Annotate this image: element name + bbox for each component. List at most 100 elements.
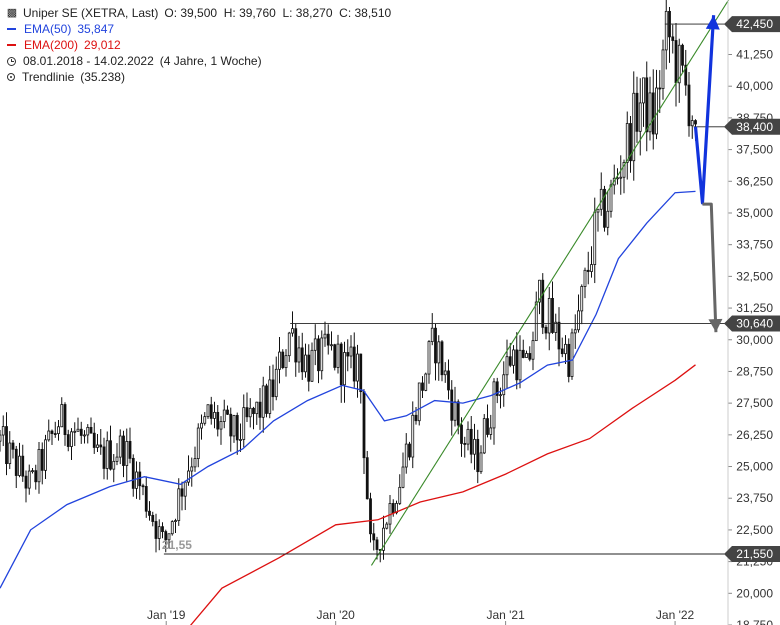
y-tick-label: 22,500 [736, 523, 773, 537]
candle-body [482, 418, 486, 454]
candle-body [408, 443, 411, 458]
candle-body [206, 404, 210, 418]
candle-body [486, 418, 489, 435]
candle-body [209, 404, 213, 419]
candle-body [661, 49, 665, 90]
candle-body [531, 340, 535, 360]
legend-period-row: 08.01.2018 - 14.02.2022 (4 Jahre, 1 Woch… [6, 53, 391, 69]
legend-instrument-row: ▩ Uniper SE (XETRA, Last) O: 39,500 H: 3… [6, 5, 391, 21]
candle-body [551, 298, 554, 333]
candle-body [495, 381, 499, 396]
candle-body [606, 210, 610, 228]
trendline-marker-icon [7, 73, 15, 81]
candle-body [554, 321, 558, 333]
candle-body [469, 428, 473, 455]
candle-body [434, 327, 437, 364]
x-axis: Jan '19 Jan '20 Jan '21 Jan '22 [147, 608, 695, 625]
candle-body [642, 77, 645, 104]
candle-body [352, 346, 356, 382]
legend-trendline-label: Trendlinie [22, 70, 75, 84]
candle-body [11, 442, 15, 450]
candle-body [479, 452, 483, 473]
candle-body [245, 407, 249, 418]
candle-body [421, 382, 424, 391]
candle-body [473, 438, 476, 455]
ema200-series [189, 364, 696, 625]
candle-body [447, 370, 450, 391]
candle-body [502, 374, 506, 396]
candle-body [538, 279, 541, 303]
candle-body [677, 44, 681, 84]
projection-arrows [693, 15, 723, 333]
candle-body [187, 470, 190, 483]
candle-body [313, 338, 317, 351]
trendline-series [370, 0, 730, 566]
candle-body [21, 455, 25, 477]
candle-body [625, 123, 629, 163]
candle-body [112, 460, 116, 470]
candle-body [122, 435, 125, 466]
candle-body [599, 188, 603, 210]
candle-body [79, 428, 83, 436]
candle-body [544, 326, 548, 334]
x-tick-label: Jan '19 [147, 608, 186, 622]
candle-body [349, 346, 353, 357]
projection-up-arrowhead [705, 15, 720, 30]
candle-body [323, 333, 327, 339]
candle-body [40, 448, 44, 471]
chart-legend: ▩ Uniper SE (XETRA, Last) O: 39,500 H: 3… [6, 5, 391, 85]
candle-body [99, 444, 103, 448]
x-tick-label: Jan '21 [486, 608, 525, 622]
legend-ema200-row: EMA(200) 29,012 [6, 37, 391, 53]
candle-body [70, 431, 73, 447]
candle-body [476, 438, 480, 473]
candle-body [180, 488, 184, 497]
legend-ema200-value: 29,012 [84, 38, 121, 52]
candle-body [102, 446, 106, 469]
candle-body [570, 332, 574, 377]
legend-trendline-row: Trendlinie (35.238) [6, 69, 391, 85]
candle-body [307, 354, 311, 382]
candle-body [57, 426, 60, 434]
candle-body [89, 426, 93, 434]
ema50-swatch-icon [7, 28, 16, 30]
candle-body [395, 502, 398, 514]
candle-body [466, 428, 470, 445]
candle-body [8, 442, 12, 465]
candle-body [118, 435, 122, 458]
candle-body [586, 269, 590, 272]
candle-body [151, 514, 155, 522]
y-tick-label: 37,500 [736, 143, 773, 157]
candle-body [515, 349, 519, 381]
candle-body [648, 92, 652, 133]
candle-body [508, 356, 512, 366]
candle-body [284, 355, 288, 369]
candle-body [460, 424, 463, 444]
price-tag [724, 16, 780, 33]
candle-body [339, 343, 343, 386]
price-tag-label: 38,400 [736, 120, 773, 134]
candle-body [424, 373, 428, 391]
candle-body [356, 353, 359, 382]
candle-body [135, 471, 138, 489]
candle-body [268, 379, 272, 414]
candle-body [645, 77, 649, 133]
candle-body [541, 279, 545, 328]
candle-body [170, 521, 174, 535]
candle-body [203, 416, 207, 424]
candle-body [86, 426, 90, 436]
price-tag [724, 546, 780, 563]
y-tick-label: 30,000 [736, 333, 773, 347]
candle-body [47, 430, 51, 441]
ema200-line [189, 364, 696, 625]
candle-body [5, 426, 8, 465]
candle-body [453, 401, 457, 421]
candle-body [125, 441, 129, 466]
candle-body [154, 521, 158, 539]
y-tick-label: 27,500 [736, 396, 773, 410]
candle-body [505, 356, 509, 376]
candle-body [0, 434, 2, 442]
candle-body [274, 368, 278, 398]
candle-body [14, 448, 18, 476]
